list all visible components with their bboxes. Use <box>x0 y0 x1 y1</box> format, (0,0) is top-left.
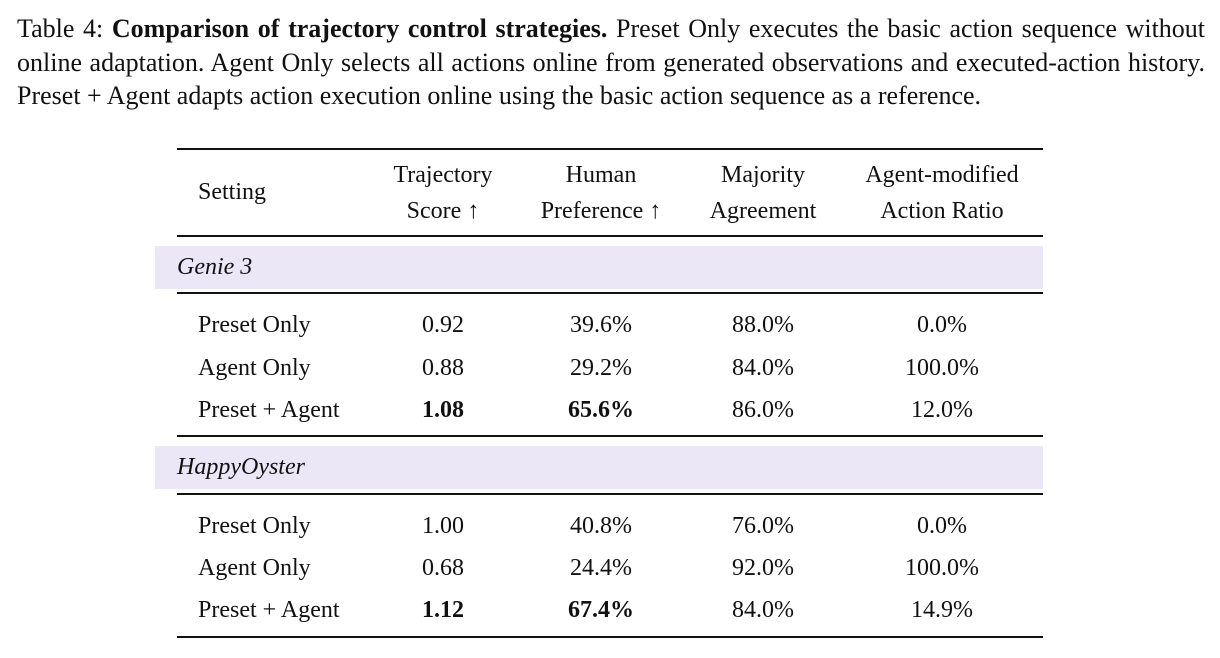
cell-setting: Preset + Agent <box>198 597 340 623</box>
cell-score-best: 1.12 <box>422 597 464 623</box>
cell-agreement: 92.0% <box>732 555 794 581</box>
cell-preference: 40.8% <box>570 513 632 539</box>
cell-ratio: 100.0% <box>905 355 979 381</box>
group-rule <box>177 435 1043 437</box>
header-majority-agreement: Majority Agreement <box>710 157 817 229</box>
cell-setting: Agent Only <box>198 355 311 381</box>
cell-ratio: 12.0% <box>911 397 973 423</box>
cell-score: 0.68 <box>422 555 464 581</box>
cell-score: 1.00 <box>422 513 464 539</box>
cell-setting: Preset + Agent <box>198 397 340 423</box>
cell-score: 0.88 <box>422 355 464 381</box>
header-line: Preference ↑ <box>540 198 662 224</box>
cell-preference: 39.6% <box>570 312 632 338</box>
cell-setting: Preset Only <box>198 312 311 338</box>
header-line: Agreement <box>709 198 817 224</box>
cell-ratio: 0.0% <box>917 312 967 338</box>
group-band <box>155 246 1043 289</box>
caption-title: Comparison of trajectory control strateg… <box>111 14 608 43</box>
group-rule <box>177 493 1043 495</box>
header-line: Trajectory <box>393 162 493 188</box>
header-line: Agent-modified <box>865 162 1019 188</box>
table-caption: Table 4: Comparison of trajectory contro… <box>17 12 1205 113</box>
group-label: Genie 3 <box>177 254 253 280</box>
cell-agreement: 84.0% <box>732 597 794 623</box>
cell-ratio: 0.0% <box>917 513 967 539</box>
top-rule <box>177 148 1043 150</box>
cell-preference: 29.2% <box>570 355 632 381</box>
cell-score-best: 1.08 <box>422 397 464 423</box>
cell-agreement: 84.0% <box>732 355 794 381</box>
header-trajectory-score: Trajectory Score ↑ <box>393 157 492 229</box>
header-line: Human <box>565 162 637 188</box>
cell-ratio: 100.0% <box>905 555 979 581</box>
cell-score: 0.92 <box>422 312 464 338</box>
cell-preference: 24.4% <box>570 555 632 581</box>
header-line: Score ↑ <box>406 198 480 224</box>
cell-agreement: 88.0% <box>732 312 794 338</box>
group-rule <box>177 292 1043 294</box>
cell-agreement: 76.0% <box>732 513 794 539</box>
cell-setting: Preset Only <box>198 513 311 539</box>
caption-text: Preset Only executes the basic action se… <box>17 14 1206 110</box>
cell-ratio: 14.9% <box>911 597 973 623</box>
header-line: Majority <box>721 162 805 188</box>
header-human-preference: Human Preference ↑ <box>541 157 662 229</box>
group-label: HappyOyster <box>177 454 305 480</box>
cell-preference-best: 67.4% <box>568 597 634 623</box>
header-agent-modified-ratio: Agent-modified Action Ratio <box>865 157 1018 229</box>
bottom-rule <box>177 636 1043 638</box>
header-line: Action Ratio <box>880 198 1004 224</box>
header-rule <box>177 235 1043 237</box>
cell-preference-best: 65.6% <box>568 397 634 423</box>
group-band <box>155 446 1043 489</box>
cell-agreement: 86.0% <box>732 397 794 423</box>
header-setting: Setting <box>198 179 267 205</box>
caption-label: Table 4: <box>17 14 104 43</box>
cell-setting: Agent Only <box>198 555 311 581</box>
